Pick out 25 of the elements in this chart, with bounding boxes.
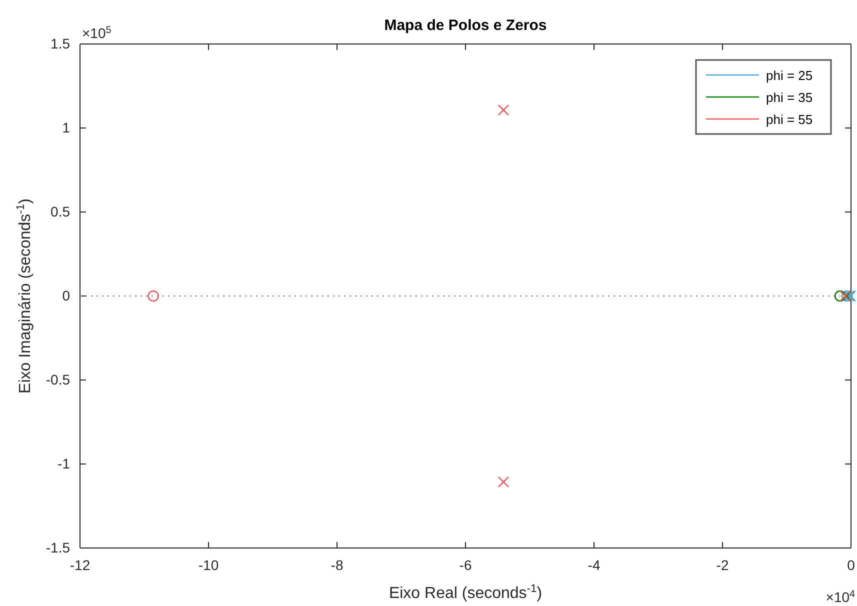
x-tick-label: 0 <box>847 556 856 573</box>
y-tick-label: 1.5 <box>50 35 70 52</box>
text: ×10$^{4}$ <box>826 588 856 605</box>
x-tick-label: -8 <box>330 556 344 573</box>
text: ×10$^{5}$ <box>82 24 112 41</box>
y-tick-label: -1 <box>58 455 70 472</box>
x-tick-label: -12 <box>70 556 90 573</box>
point <box>498 104 510 116</box>
chart-title: Mapa de Polos e Zeros <box>384 17 547 34</box>
y-tick-label: 0.5 <box>50 203 70 220</box>
point <box>834 290 846 302</box>
x-tick-label: -2 <box>716 556 729 573</box>
legend-label: phi = 25 <box>766 68 813 83</box>
x-tick-label: -6 <box>459 556 472 573</box>
point <box>498 476 510 488</box>
x-tick-label: -4 <box>588 556 600 573</box>
point <box>148 290 159 302</box>
y-tick-label: 0 <box>62 287 70 304</box>
y-tick-label: 1 <box>62 119 70 136</box>
y-tick-label: -0.5 <box>46 371 70 388</box>
legend-label: phi = 35 <box>766 90 813 105</box>
y-tick-label: -1.5 <box>46 539 70 556</box>
legend-label: phi = 55 <box>766 112 813 127</box>
x-tick-label: -10 <box>198 556 219 573</box>
x-axis-title: Eixo Real (seconds$^{-1}$) <box>388 583 542 602</box>
